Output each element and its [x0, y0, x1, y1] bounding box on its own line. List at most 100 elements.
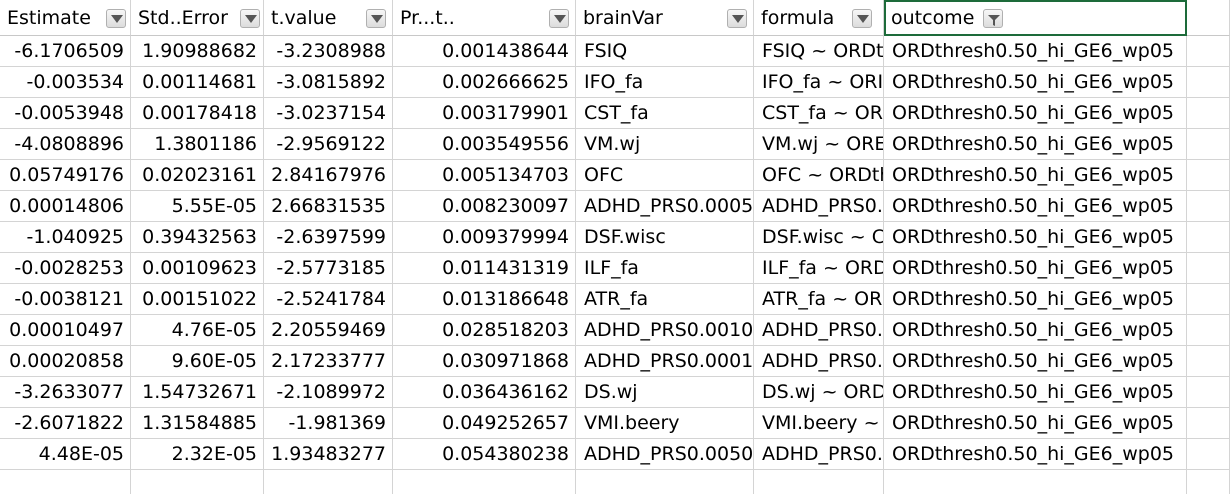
empty-cell[interactable] [1187, 222, 1230, 253]
cell-outcome[interactable]: ORDthresh0.50_hi_GE6_wp05 [884, 67, 1187, 98]
empty-cell[interactable] [1187, 160, 1230, 191]
cell-outcome[interactable]: ORDthresh0.50_hi_GE6_wp05 [884, 129, 1187, 160]
cell-estimate[interactable]: -3.2633077 [0, 377, 131, 408]
cell-estimate[interactable]: 4.48E-05 [0, 439, 131, 470]
cell-pr-t[interactable]: 0.001438644 [393, 36, 576, 67]
cell-pr-t[interactable]: 0.003549556 [393, 129, 576, 160]
cell-formula[interactable]: ATR_fa ~ OR [754, 284, 884, 315]
dropdown-arrow-icon[interactable] [727, 9, 747, 28]
cell-t-value[interactable]: -1.981369 [264, 408, 393, 439]
cell-formula[interactable]: CST_fa ~ OR [754, 98, 884, 129]
column-header-formula[interactable]: formula [754, 0, 884, 36]
cell-outcome[interactable]: ORDthresh0.50_hi_GE6_wp05 [884, 253, 1187, 284]
cell-estimate[interactable]: -4.0808896 [0, 129, 131, 160]
empty-cell[interactable] [1187, 408, 1230, 439]
cell-estimate[interactable]: 0.00020858 [0, 346, 131, 377]
cell-estimate[interactable]: 0.00014806 [0, 191, 131, 222]
dropdown-arrow-icon[interactable] [852, 9, 872, 28]
column-header-brain-var[interactable]: brainVar [576, 0, 754, 36]
cell-formula[interactable]: ADHD_PRS0. [754, 315, 884, 346]
cell-pr-t[interactable]: 0.011431319 [393, 253, 576, 284]
cell-std-error[interactable]: 2.32E-05 [131, 439, 264, 470]
cell-brain-var[interactable]: VM.wj [576, 129, 754, 160]
cell-std-error[interactable]: 0.39432563 [131, 222, 264, 253]
cell-t-value[interactable]: 2.17233777 [264, 346, 393, 377]
cell-t-value[interactable]: -3.0237154 [264, 98, 393, 129]
empty-cell[interactable] [1187, 470, 1230, 494]
cell-formula[interactable]: ADHD_PRS0. [754, 439, 884, 470]
cell-estimate[interactable]: -0.0028253 [0, 253, 131, 284]
cell-pr-t[interactable]: 0.036436162 [393, 377, 576, 408]
cell-formula[interactable]: ADHD_PRS0. [754, 346, 884, 377]
empty-cell[interactable] [1187, 67, 1230, 98]
dropdown-arrow-icon[interactable] [106, 9, 126, 28]
cell-pr-t[interactable]: 0.008230097 [393, 191, 576, 222]
empty-cell[interactable] [1187, 98, 1230, 129]
column-header-pr-t[interactable]: Pr...t.. [393, 0, 576, 36]
cell-pr-t[interactable]: 0.049252657 [393, 408, 576, 439]
cell-estimate[interactable]: -0.003534 [0, 67, 131, 98]
cell-formula[interactable]: ADHD_PRS0. [754, 191, 884, 222]
cell-outcome[interactable]: ORDthresh0.50_hi_GE6_wp05 [884, 191, 1187, 222]
empty-cell[interactable] [264, 470, 393, 494]
cell-std-error[interactable]: 4.76E-05 [131, 315, 264, 346]
column-header-estimate[interactable]: Estimate [0, 0, 131, 36]
filter-funnel-icon[interactable] [983, 9, 1003, 28]
empty-cell[interactable] [576, 470, 754, 494]
cell-formula[interactable]: VM.wj ~ ORE [754, 129, 884, 160]
cell-std-error[interactable]: 1.54732671 [131, 377, 264, 408]
cell-pr-t[interactable]: 0.054380238 [393, 439, 576, 470]
cell-std-error[interactable]: 1.31584885 [131, 408, 264, 439]
cell-t-value[interactable]: -2.9569122 [264, 129, 393, 160]
cell-pr-t[interactable]: 0.028518203 [393, 315, 576, 346]
cell-estimate[interactable]: -1.040925 [0, 222, 131, 253]
cell-formula[interactable]: IFO_fa ~ ORI [754, 67, 884, 98]
cell-outcome[interactable]: ORDthresh0.50_hi_GE6_wp05 [884, 222, 1187, 253]
cell-std-error[interactable]: 9.60E-05 [131, 346, 264, 377]
cell-outcome[interactable]: ORDthresh0.50_hi_GE6_wp05 [884, 408, 1187, 439]
empty-cell[interactable] [1187, 36, 1230, 67]
cell-brain-var[interactable]: IFO_fa [576, 67, 754, 98]
cell-t-value[interactable]: 2.20559469 [264, 315, 393, 346]
cell-brain-var[interactable]: FSIQ [576, 36, 754, 67]
cell-outcome[interactable]: ORDthresh0.50_hi_GE6_wp05 [884, 98, 1187, 129]
cell-formula[interactable]: DS.wj ~ ORD [754, 377, 884, 408]
cell-t-value[interactable]: -3.2308988 [264, 36, 393, 67]
cell-formula[interactable]: VMI.beery ~ [754, 408, 884, 439]
cell-t-value[interactable]: -2.5773185 [264, 253, 393, 284]
empty-cell[interactable] [1187, 284, 1230, 315]
cell-std-error[interactable]: 0.00114681 [131, 67, 264, 98]
empty-cell[interactable] [1187, 253, 1230, 284]
cell-estimate[interactable]: -0.0053948 [0, 98, 131, 129]
cell-std-error[interactable]: 1.90988682 [131, 36, 264, 67]
cell-std-error[interactable]: 0.02023161 [131, 160, 264, 191]
empty-cell[interactable] [1187, 191, 1230, 222]
empty-cell[interactable] [884, 470, 1187, 494]
cell-brain-var[interactable]: CST_fa [576, 98, 754, 129]
cell-formula[interactable]: FSIQ ~ ORDt [754, 36, 884, 67]
cell-t-value[interactable]: -2.5241784 [264, 284, 393, 315]
empty-cell[interactable] [1187, 439, 1230, 470]
cell-outcome[interactable]: ORDthresh0.50_hi_GE6_wp05 [884, 160, 1187, 191]
cell-estimate[interactable]: -6.1706509 [0, 36, 131, 67]
dropdown-arrow-icon[interactable] [366, 9, 386, 28]
cell-t-value[interactable]: -2.6397599 [264, 222, 393, 253]
cell-estimate[interactable]: -2.6071822 [0, 408, 131, 439]
cell-formula[interactable]: DSF.wisc ~ C [754, 222, 884, 253]
cell-pr-t[interactable]: 0.003179901 [393, 98, 576, 129]
empty-cell[interactable] [131, 470, 264, 494]
empty-header-cell[interactable] [1187, 0, 1230, 36]
cell-outcome[interactable]: ORDthresh0.50_hi_GE6_wp05 [884, 377, 1187, 408]
cell-std-error[interactable]: 0.00109623 [131, 253, 264, 284]
cell-brain-var[interactable]: ADHD_PRS0.0005 [576, 191, 754, 222]
cell-pr-t[interactable]: 0.013186648 [393, 284, 576, 315]
empty-cell[interactable] [393, 470, 576, 494]
cell-brain-var[interactable]: VMI.beery [576, 408, 754, 439]
cell-brain-var[interactable]: ADHD_PRS0.0010 [576, 315, 754, 346]
column-header-outcome[interactable]: outcome [884, 0, 1187, 36]
cell-brain-var[interactable]: ILF_fa [576, 253, 754, 284]
empty-cell[interactable] [1187, 315, 1230, 346]
cell-brain-var[interactable]: OFC [576, 160, 754, 191]
cell-outcome[interactable]: ORDthresh0.50_hi_GE6_wp05 [884, 346, 1187, 377]
cell-t-value[interactable]: -2.1089972 [264, 377, 393, 408]
